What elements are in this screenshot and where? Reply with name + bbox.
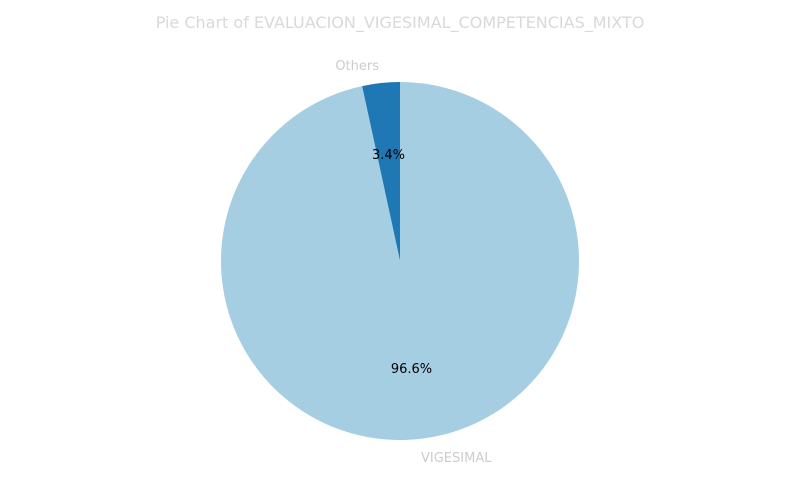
slice-label-vigesimal: VIGESIMAL <box>421 451 492 466</box>
pie-slices <box>221 82 580 440</box>
slice-percent-vigesimal: 96.6% <box>391 362 432 377</box>
slice-percent-others: 3.4% <box>372 148 405 163</box>
pie-slice-vigesimal <box>221 82 580 440</box>
chart-title: Pie Chart of EVALUACION_VIGESIMAL_COMPET… <box>156 13 645 33</box>
pie-labels: Others 3.4% VIGESIMAL 96.6% <box>335 59 492 466</box>
pie-slice-others <box>362 82 400 261</box>
slice-label-others: Others <box>335 59 379 74</box>
